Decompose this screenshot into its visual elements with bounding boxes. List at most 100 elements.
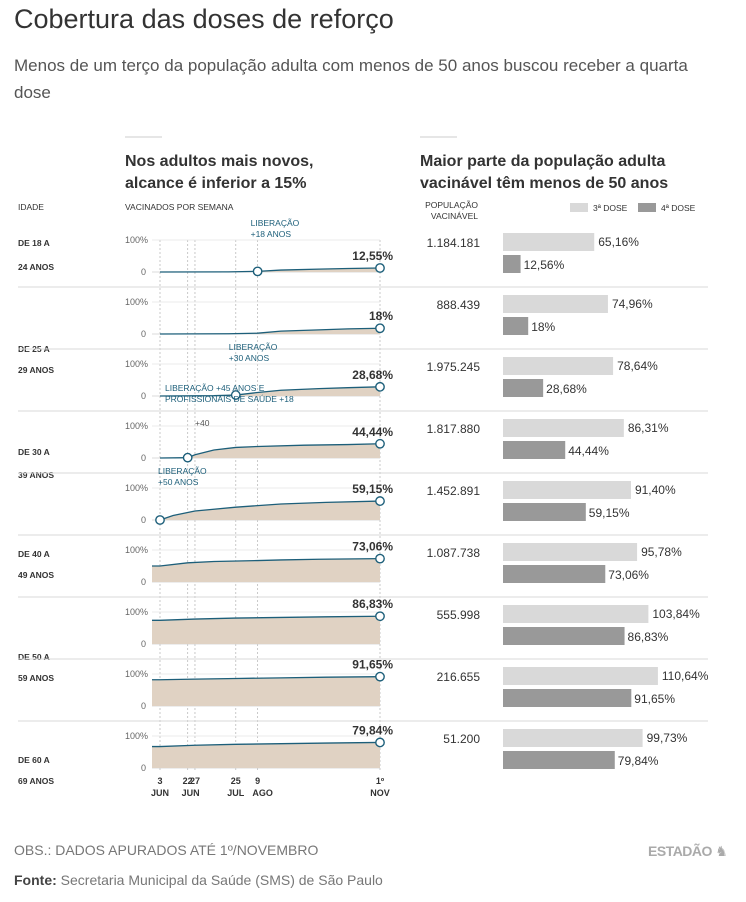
end-marker (375, 737, 385, 748)
y-tick-0: 0 (141, 763, 146, 773)
legend-swatch-fourth (638, 203, 656, 212)
estadao-logo: ESTADÃO ♞ (648, 843, 728, 860)
y-tick-100: 100% (125, 483, 148, 493)
idade-label: IDADE (18, 202, 44, 212)
bar-fourth-dose (503, 503, 586, 521)
right-panel-title: vacinável têm menos de 50 anos (420, 175, 668, 192)
end-value-label: 79,84% (352, 723, 393, 737)
legend-label-third: 3ª DOSE (593, 203, 628, 213)
bar-fourth-dose (503, 255, 521, 273)
legend-swatch-third (570, 203, 588, 212)
y-tick-100: 100% (125, 669, 148, 679)
end-value-label: 18% (369, 309, 393, 323)
population-value: 888.439 (437, 298, 481, 312)
bar-third-dose (503, 667, 658, 685)
age-group-label: 24 ANOS (18, 262, 54, 272)
end-marker (375, 496, 385, 506)
liberation-annotation: +50 ANOS (158, 477, 199, 487)
bar-third-label: 99,73% (647, 731, 688, 745)
x-tick-month: JUN (151, 788, 169, 798)
liberation-annotation: PROFISSIONAIS DE SAÚDE +18 (165, 394, 294, 404)
coverage-area (160, 501, 380, 520)
end-marker (375, 263, 385, 273)
population-value: 555.998 (437, 608, 481, 622)
age-group-label: DE 60 A (18, 755, 50, 765)
y-tick-100: 100% (125, 235, 148, 245)
population-value: 1.184.181 (427, 236, 481, 250)
age-group-label: DE 30 A (18, 447, 50, 457)
liberation-annotation: LIBERAÇÃO +45 ANOS E (165, 383, 265, 393)
y-tick-100: 100% (125, 359, 148, 369)
bar-fourth-label: 28,68% (546, 382, 587, 396)
liberation-annotation: LIBERAÇÃO (158, 466, 207, 476)
bar-third-dose (503, 419, 624, 437)
bar-fourth-label: 91,65% (634, 692, 675, 706)
bar-third-label: 103,84% (652, 607, 700, 621)
end-value-label: 12,55% (352, 249, 393, 263)
liberation-annotation-secondary: +40 (195, 418, 210, 428)
liberation-marker (230, 390, 241, 400)
bar-fourth-dose (503, 751, 615, 769)
coverage-line (152, 741, 381, 748)
liberation-marker (182, 452, 193, 463)
logo-text: ESTADÃO (648, 843, 712, 859)
left-panel-subtitle: VACINADOS POR SEMANA (125, 202, 234, 212)
age-group-label: 59 ANOS (18, 673, 54, 683)
bar-third-dose (503, 729, 643, 747)
y-tick-0: 0 (141, 515, 146, 525)
liberation-annotation: LIBERAÇÃO (251, 218, 300, 228)
end-marker (375, 381, 385, 392)
coverage-line (159, 500, 381, 521)
y-tick-100: 100% (125, 297, 148, 307)
end-value-label: 86,83% (352, 597, 393, 611)
bar-third-label: 65,16% (598, 235, 639, 249)
coverage-line (159, 386, 381, 397)
bar-fourth-label: 44,44% (568, 444, 609, 458)
bar-third-dose (503, 543, 638, 561)
y-tick-100: 100% (125, 731, 148, 741)
y-tick-0: 0 (141, 267, 146, 277)
source-text: Secretaria Municipal da Saúde (SMS) de S… (60, 872, 383, 888)
bar-third-label: 78,64% (617, 359, 658, 373)
end-marker (375, 611, 385, 622)
pop-label: POPULAÇÃO (425, 200, 478, 210)
left-panel-title: alcance é inferior a 15% (125, 175, 306, 192)
age-group-label: 49 ANOS (18, 570, 54, 580)
y-tick-0: 0 (141, 577, 146, 587)
coverage-area (152, 616, 380, 644)
bar-third-dose (503, 233, 595, 251)
liberation-marker (252, 266, 263, 277)
x-tick-month: NOV (370, 788, 390, 798)
population-value: 1.452.891 (427, 484, 481, 498)
end-marker (375, 438, 385, 449)
left-panel-title: Nos adultos mais novos, (125, 153, 313, 170)
end-marker (375, 553, 385, 564)
bar-third-label: 95,78% (641, 545, 682, 559)
y-tick-100: 100% (125, 545, 148, 555)
page-subtitle: Menos de um terço da população adulta co… (14, 56, 688, 102)
y-tick-0: 0 (141, 701, 146, 711)
bar-third-label: 74,96% (612, 297, 653, 311)
population-value: 216.655 (437, 670, 481, 684)
coverage-area (152, 742, 380, 768)
age-group-label: DE 50 A (18, 652, 50, 662)
legend-label-fourth: 4ª DOSE (661, 203, 696, 213)
age-group-label: DE 40 A (18, 549, 50, 559)
age-group-label: DE 18 A (18, 238, 50, 248)
y-tick-100: 100% (125, 607, 148, 617)
obs-note: OBS.: DADOS APURADOS ATÉ 1º/NOVEMBRO (14, 842, 319, 858)
end-value-label: 28,68% (352, 368, 393, 382)
coverage-line (152, 676, 381, 681)
age-group-label: 39 ANOS (18, 470, 54, 480)
x-tick-day: 25 (231, 776, 241, 786)
liberation-annotation: +30 ANOS (229, 353, 270, 363)
end-value-label: 73,06% (352, 540, 393, 554)
bar-fourth-dose (503, 379, 544, 397)
bar-third-dose (503, 481, 631, 499)
population-value: 51.200 (443, 732, 480, 746)
bar-fourth-dose (503, 565, 606, 583)
bar-fourth-label: 79,84% (618, 754, 659, 768)
bar-third-dose (503, 295, 608, 313)
liberation-marker (155, 515, 165, 525)
x-tick-day: 27 (190, 776, 200, 786)
